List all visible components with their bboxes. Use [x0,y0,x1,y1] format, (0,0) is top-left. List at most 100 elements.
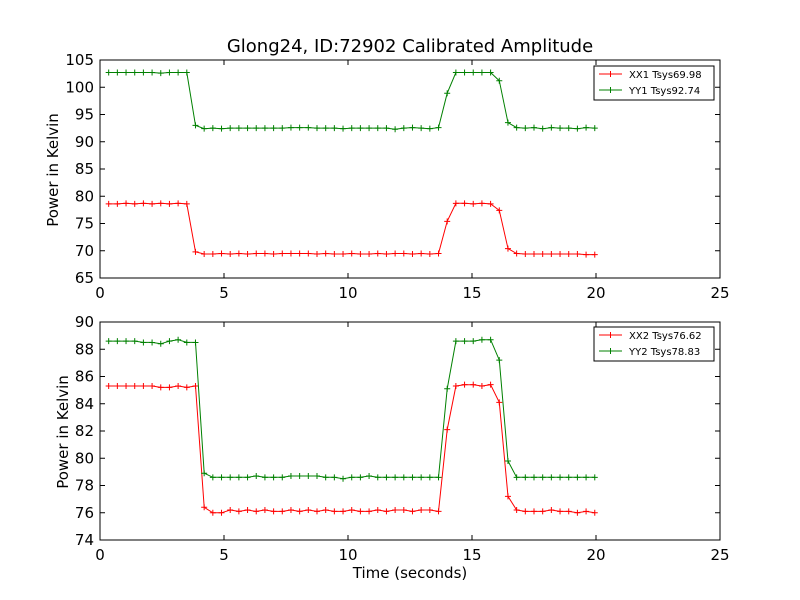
y-axis-label: Power in Kelvin [54,375,72,489]
legend: XX2 Tsys76.62 YY2 Tsys78.83 [593,326,715,362]
x-tick-label: 10 [338,284,357,302]
data-point [175,200,182,207]
y-tick-label: 85 [75,160,94,178]
data-point [183,69,190,76]
data-point [331,508,338,515]
data-point [383,508,390,515]
data-point [157,200,164,207]
data-point [522,508,529,515]
data-point [270,474,277,481]
data-point [175,69,182,76]
data-point [201,125,208,132]
x-tick-label: 20 [586,546,605,564]
data-point [418,507,425,514]
x-tick-label: 25 [710,284,729,302]
data-point [218,125,225,132]
data-point [331,251,338,258]
data-point [192,122,199,129]
data-point [409,251,416,258]
data-point [357,474,364,481]
y-tick-label: 90 [75,313,94,331]
data-point [331,474,338,481]
data-point [140,339,147,346]
data-point [539,474,546,481]
data-point [235,125,242,132]
data-point [435,250,442,257]
data-point [531,474,537,481]
data-point [279,508,286,515]
data-point [366,472,373,479]
data-point [270,125,277,132]
data-point [305,250,312,257]
data-point [591,251,598,258]
data-point [244,251,251,258]
data-point [314,508,320,515]
data-point [383,474,390,481]
data-point [357,508,364,515]
data-point [348,507,355,514]
data-point [287,124,294,131]
data-point [565,474,572,481]
data-point [487,381,494,388]
data-point [183,339,190,346]
legend-marker [607,348,614,354]
data-point [478,336,485,343]
data-point [435,508,442,515]
data-point [340,475,347,482]
data-point [565,251,572,258]
data-point [392,250,399,257]
data-point [192,248,199,255]
data-point [366,508,373,515]
chart-title: Glong24, ID:72902 Calibrated Amplitude [227,36,593,57]
data-point [470,381,477,388]
data-point [322,474,329,481]
data-point [253,472,260,479]
data-point [209,125,216,132]
data-point [287,250,294,257]
data-point [513,474,520,481]
data-point [374,250,381,257]
data-point [123,69,130,76]
data-point [452,338,459,345]
plot-area: 0 5 10 15 20 25 74 76 78 80 82 84 86 88 90 [75,313,730,564]
data-point [496,399,503,406]
data-point [478,383,485,390]
data-point [452,69,459,76]
data-point [296,124,303,131]
x-axis-label: Time (seconds) [352,564,468,582]
chart-panel-bottom: Time (seconds) Power in Kelvin 0 5 10 15 20 2… [54,313,730,582]
y-axis-label: Power in Kelvin [44,113,62,227]
data-point [357,125,364,132]
data-point [548,474,555,481]
data-point [131,383,138,390]
data-point [374,507,381,514]
data-point [183,384,190,391]
data-point [192,339,199,346]
y-tick-label: 70 [75,242,94,260]
data-point [183,200,190,207]
data-point [409,124,416,131]
data-point [244,507,251,514]
data-point [470,338,477,345]
data-point [305,472,312,479]
data-point [227,251,234,258]
data-point [418,250,425,257]
data-point [461,69,468,76]
x-tick-label: 15 [462,546,481,564]
data-point [340,125,347,132]
data-point [149,339,156,346]
y-tick-label: 100 [65,78,94,96]
data-point [322,507,329,514]
data-point [487,200,494,207]
data-point [583,251,590,258]
data-point [270,251,277,258]
legend-label-xx2: XX2 Tsys76.62 [629,331,702,342]
data-point [357,251,364,258]
y-tick-label: 78 [75,477,94,495]
data-point [409,474,416,481]
chart-panel-top: Glong24, ID:72902 Calibrated Amplitude P… [44,36,730,302]
legend: XX1 Tsys69.98 YY1 Tsys92.74 [593,65,715,101]
data-point [149,69,156,76]
data-point [392,474,399,481]
data-point [366,125,373,132]
